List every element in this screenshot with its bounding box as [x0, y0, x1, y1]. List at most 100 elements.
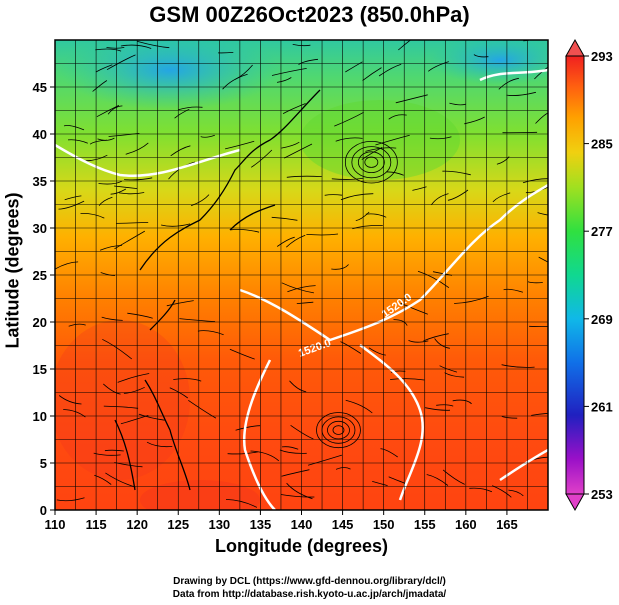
streamline [506, 91, 536, 96]
x-tick-label: 140 [291, 517, 313, 532]
streamline [68, 323, 86, 327]
streamline [335, 137, 363, 142]
x-tick-label: 110 [45, 517, 66, 532]
streamline [104, 449, 124, 452]
y-tick-label: 5 [40, 456, 47, 471]
streamline [123, 386, 145, 394]
y-tick-label: 10 [33, 409, 47, 424]
streamline [282, 103, 306, 114]
streamline [173, 378, 202, 382]
streamline [345, 399, 373, 414]
x-tick-label: 145 [332, 517, 354, 532]
streamline [99, 245, 123, 251]
streamline [365, 213, 387, 218]
chart-title: GSM 00Z26Oct2023 (850.0hPa) [149, 2, 470, 27]
x-tick-label: 120 [126, 517, 148, 532]
streamline [423, 333, 449, 342]
x-axis-label: Longitude (degrees) [214, 536, 388, 556]
x-tick-label: 130 [208, 517, 230, 532]
streamline [286, 175, 322, 178]
streamline [200, 134, 215, 138]
streamline [534, 66, 548, 80]
contour-line [479, 68, 548, 82]
streamline [449, 102, 467, 106]
y-tick-label: 35 [33, 174, 47, 189]
streamline [425, 407, 451, 411]
latitude-ticks: 0 5 10 15 20 25 30 35 40 45 [33, 80, 55, 518]
streamline [93, 452, 121, 456]
streamline [284, 143, 313, 159]
streamline [117, 373, 150, 383]
streamline [55, 261, 79, 270]
streamline [452, 399, 472, 405]
colorbar-tick-label: 293 [591, 49, 613, 64]
streamline [306, 233, 339, 236]
y-tick-label: 0 [40, 503, 47, 518]
streamline [116, 222, 149, 224]
colorbar-tick-label: 269 [591, 312, 613, 327]
streamline [454, 295, 489, 304]
streamline [225, 499, 258, 508]
streamline [146, 441, 173, 448]
streamline [340, 341, 362, 354]
streamline [279, 449, 307, 454]
streamline [522, 178, 548, 184]
streamline [235, 425, 261, 431]
streamline [125, 142, 149, 155]
streamline [271, 216, 298, 221]
streamline [114, 185, 138, 189]
x-tick-label: 125 [167, 517, 189, 532]
credit-line-drawing: Drawing by DCL (https://www.gfd-dennou.o… [173, 576, 446, 587]
streamline [119, 192, 145, 195]
colorbar-tick-label: 253 [591, 487, 613, 502]
streamline [464, 116, 485, 125]
streamline [431, 193, 449, 206]
cyclone-swirl [316, 412, 361, 449]
streamline [393, 319, 408, 326]
streamline [345, 61, 363, 73]
streamline [94, 474, 112, 485]
streamline [296, 301, 314, 304]
streamline [331, 264, 349, 270]
streamline [417, 270, 450, 289]
streamline [298, 58, 319, 65]
streamline [95, 48, 122, 52]
x-tick-label: 135 [250, 517, 272, 532]
streamline [137, 41, 170, 49]
streamline [388, 114, 407, 120]
colorbar-max-arrow [565, 38, 585, 57]
cyclone-swirl [327, 420, 350, 440]
streamline [331, 177, 364, 180]
streamline [426, 474, 449, 486]
streamline [365, 147, 397, 152]
y-axis-label: Latitude (degrees) [2, 192, 23, 349]
streamline [368, 347, 386, 356]
streamline [287, 285, 316, 293]
streamline [335, 467, 351, 470]
y-tick-label: 20 [33, 315, 47, 330]
streamline [324, 194, 343, 196]
cyclone-swirl [344, 140, 398, 184]
streamline [538, 256, 548, 263]
colorbar: 253 261 269 277 285 293 [565, 38, 613, 512]
streamline [334, 111, 364, 127]
streamline [289, 380, 307, 393]
streamline [378, 63, 402, 77]
streamline [101, 316, 123, 321]
streamline [177, 106, 203, 111]
streamline [138, 413, 165, 421]
colorbar-tick-label: 285 [591, 137, 613, 152]
streamline [442, 170, 471, 176]
streamline [225, 140, 255, 150]
streamline [380, 448, 398, 458]
streamline [102, 338, 133, 360]
streamline [103, 405, 139, 409]
cyclone-swirl [351, 146, 392, 179]
streamline [170, 145, 191, 157]
streamline [67, 139, 88, 144]
streamline [281, 446, 299, 450]
streamline [362, 67, 382, 81]
y-tick-label: 15 [33, 362, 47, 377]
credits: Drawing by DCL (https://www.gfd-dennou.o… [0, 575, 619, 601]
colorbar-ticks: 253 261 269 277 285 293 [584, 49, 613, 502]
